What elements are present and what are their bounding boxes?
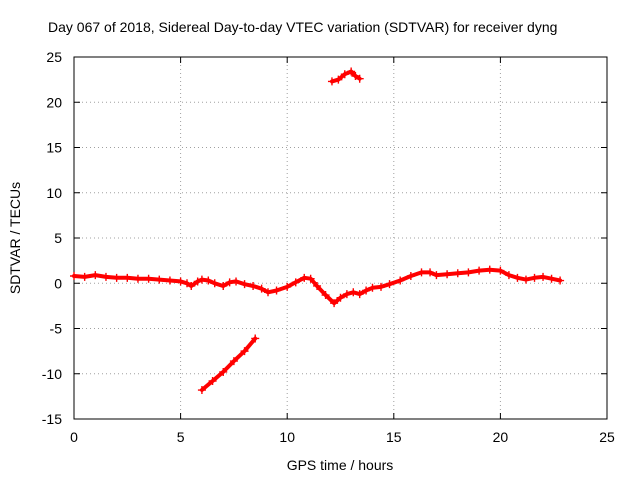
series-main xyxy=(70,265,565,308)
data-point xyxy=(530,273,539,282)
data-point xyxy=(300,273,309,282)
data-point xyxy=(249,281,258,290)
x-tick-label: 15 xyxy=(386,429,402,445)
data-point xyxy=(272,286,281,295)
data-series xyxy=(70,67,565,395)
data-point xyxy=(313,281,322,290)
data-point xyxy=(464,268,473,277)
data-point xyxy=(426,268,435,277)
data-point xyxy=(91,271,100,280)
chart-title: Day 067 of 2018, Sidereal Day-to-day VTE… xyxy=(48,19,557,35)
y-tick-label: 25 xyxy=(46,49,62,65)
data-point xyxy=(197,386,206,395)
x-tick-label: 25 xyxy=(599,429,615,445)
axis-tick-labels: 0 5 10 15 20 25 -15 -10 -5 0 5 10 15 20 25 xyxy=(42,49,615,445)
data-point xyxy=(377,282,386,291)
data-point xyxy=(187,281,196,290)
data-point xyxy=(80,272,89,281)
data-point xyxy=(539,272,548,281)
data-point xyxy=(556,276,565,285)
data-point xyxy=(229,357,238,366)
data-point xyxy=(210,279,219,288)
data-point xyxy=(225,278,234,287)
data-point xyxy=(513,273,522,282)
data-point xyxy=(385,280,394,289)
data-point xyxy=(112,273,121,282)
data-point xyxy=(485,265,494,274)
axis-ticks xyxy=(73,56,608,420)
series-lower xyxy=(197,334,260,395)
y-tick-label: 0 xyxy=(54,275,62,291)
data-point xyxy=(283,282,292,291)
data-point xyxy=(355,74,364,83)
data-point xyxy=(351,72,360,81)
data-point xyxy=(368,283,377,292)
series-line-main xyxy=(72,267,563,306)
data-point xyxy=(251,334,260,343)
y-tick-label: -10 xyxy=(42,366,62,382)
y-tick-label: 20 xyxy=(46,94,62,110)
data-point xyxy=(496,266,505,275)
data-point xyxy=(144,274,153,283)
data-point xyxy=(133,274,142,283)
data-point xyxy=(123,273,132,282)
data-point xyxy=(257,284,266,293)
y-tick-label: 5 xyxy=(54,230,62,246)
data-point xyxy=(101,272,110,281)
data-point xyxy=(475,266,484,275)
data-point xyxy=(443,270,452,279)
data-point xyxy=(204,276,213,285)
x-tick-label: 0 xyxy=(70,429,78,445)
data-point xyxy=(521,275,530,284)
data-point xyxy=(396,276,405,285)
data-point xyxy=(291,278,300,287)
data-point xyxy=(336,293,345,302)
data-point xyxy=(219,367,228,376)
data-point xyxy=(453,269,462,278)
data-point xyxy=(340,70,349,79)
y-tick-label: 10 xyxy=(46,185,62,201)
data-point xyxy=(197,275,206,284)
data-point xyxy=(334,75,343,84)
data-point xyxy=(417,268,426,277)
data-point xyxy=(219,281,228,290)
series-line-lower xyxy=(199,336,258,392)
x-tick-label: 10 xyxy=(279,429,295,445)
data-point xyxy=(176,277,185,286)
data-point xyxy=(342,290,351,299)
data-point xyxy=(70,272,78,281)
data-point xyxy=(327,77,336,86)
data-point xyxy=(232,277,241,286)
data-point xyxy=(347,67,356,76)
data-point xyxy=(349,288,358,297)
x-tick-label: 20 xyxy=(493,429,509,445)
data-point xyxy=(406,272,415,281)
data-point xyxy=(182,279,191,288)
series-upper xyxy=(327,67,364,86)
data-point xyxy=(306,274,315,283)
data-point xyxy=(362,286,371,295)
data-point xyxy=(547,274,556,283)
data-point xyxy=(155,275,164,284)
data-point xyxy=(240,347,249,356)
data-point xyxy=(321,291,330,300)
x-tick-label: 5 xyxy=(177,429,185,445)
y-tick-label: 15 xyxy=(46,140,62,156)
y-tick-label: -15 xyxy=(42,411,62,427)
y-tick-label: -5 xyxy=(50,321,63,337)
data-point xyxy=(264,288,273,297)
data-point xyxy=(208,376,217,385)
data-point xyxy=(330,299,339,308)
data-point xyxy=(240,280,249,289)
data-point xyxy=(504,271,513,280)
y-axis-label: SDTVAR / TECUs xyxy=(7,182,23,294)
grid xyxy=(74,57,607,419)
data-point xyxy=(355,290,364,299)
data-point xyxy=(432,271,441,280)
data-point xyxy=(193,277,202,286)
data-point xyxy=(165,276,174,285)
x-axis-label: GPS time / hours xyxy=(287,457,394,473)
